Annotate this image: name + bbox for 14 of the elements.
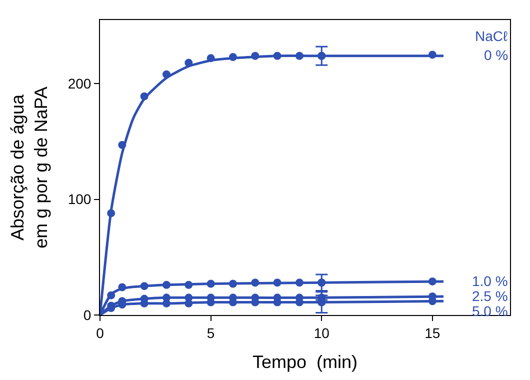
text: 0 % [484,47,508,63]
x-tick-label: 5 [206,324,215,341]
y-tick-label: 100 [68,191,92,208]
x-tick-label: 15 [424,324,440,341]
y-tick-label: 200 [68,76,92,92]
y-axis-title: Absorção de água em g por g de NaPA [8,86,52,248]
text: 1.0 % [472,273,508,289]
text: 5.0 % [472,303,508,319]
x-tick-label: 0 [96,324,104,341]
text: 2.5 % [472,288,508,304]
y-tick-label: 0 [83,306,92,323]
x-axis-title: Tempo (min) [252,352,358,372]
legend-title: NaCℓ [475,28,508,44]
x-tick-label: 10 [314,324,330,341]
